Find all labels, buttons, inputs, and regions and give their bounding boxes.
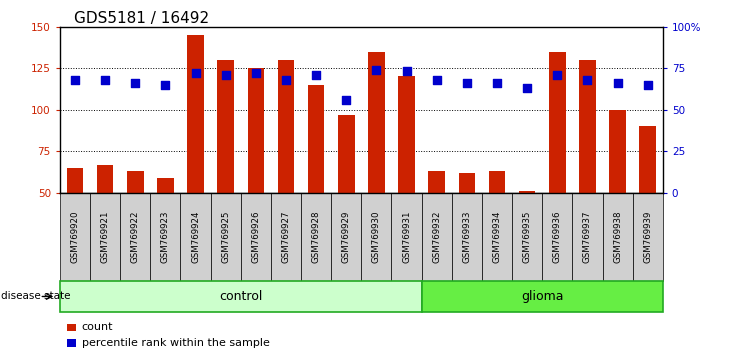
Text: GSM769935: GSM769935 xyxy=(523,211,531,263)
Bar xyxy=(549,51,566,193)
Point xyxy=(521,85,533,91)
Bar xyxy=(308,85,324,193)
Text: GSM769922: GSM769922 xyxy=(131,211,139,263)
Point xyxy=(461,80,473,86)
Text: GSM769932: GSM769932 xyxy=(432,211,441,263)
Bar xyxy=(66,168,83,193)
Point xyxy=(551,72,563,78)
Point xyxy=(401,69,412,74)
Point xyxy=(69,77,81,82)
Text: GSM769936: GSM769936 xyxy=(553,211,562,263)
Point xyxy=(310,72,322,78)
Text: GSM769924: GSM769924 xyxy=(191,211,200,263)
Point xyxy=(129,80,141,86)
Point xyxy=(280,77,292,82)
Text: GSM769925: GSM769925 xyxy=(221,211,230,263)
Bar xyxy=(519,191,536,193)
Point xyxy=(250,70,261,76)
Bar xyxy=(187,35,204,193)
Text: disease state: disease state xyxy=(1,291,70,302)
Bar xyxy=(488,171,505,193)
Text: GSM769923: GSM769923 xyxy=(161,211,170,263)
Point xyxy=(371,67,383,73)
Text: GDS5181 / 16492: GDS5181 / 16492 xyxy=(74,11,210,25)
Bar xyxy=(157,178,174,193)
Text: GSM769921: GSM769921 xyxy=(101,211,110,263)
Bar xyxy=(579,60,596,193)
Point xyxy=(431,77,442,82)
Point xyxy=(160,82,172,88)
Text: GSM769930: GSM769930 xyxy=(372,211,381,263)
Point xyxy=(491,80,503,86)
Text: GSM769934: GSM769934 xyxy=(493,211,502,263)
Text: control: control xyxy=(219,290,263,303)
Bar xyxy=(458,173,475,193)
Text: GSM769937: GSM769937 xyxy=(583,211,592,263)
Bar xyxy=(368,51,385,193)
Bar xyxy=(338,115,355,193)
Bar xyxy=(277,60,294,193)
Text: count: count xyxy=(82,322,113,332)
Text: glioma: glioma xyxy=(521,290,564,303)
Bar xyxy=(399,76,415,193)
Point xyxy=(340,97,352,103)
Text: GSM769928: GSM769928 xyxy=(312,211,320,263)
Text: GSM769926: GSM769926 xyxy=(251,211,261,263)
Bar xyxy=(429,171,445,193)
Point xyxy=(612,80,623,86)
Bar xyxy=(218,60,234,193)
Text: GSM769927: GSM769927 xyxy=(282,211,291,263)
Point xyxy=(642,82,653,88)
Point xyxy=(582,77,593,82)
Text: GSM769933: GSM769933 xyxy=(462,211,472,263)
Text: GSM769938: GSM769938 xyxy=(613,211,622,263)
Bar xyxy=(610,110,626,193)
Text: percentile rank within the sample: percentile rank within the sample xyxy=(82,338,269,348)
Bar xyxy=(247,68,264,193)
Text: GSM769929: GSM769929 xyxy=(342,211,351,263)
Point xyxy=(190,70,201,76)
Bar xyxy=(127,171,144,193)
Text: GSM769939: GSM769939 xyxy=(643,211,653,263)
Text: GSM769931: GSM769931 xyxy=(402,211,411,263)
Point xyxy=(220,72,231,78)
Bar xyxy=(97,165,113,193)
Point xyxy=(99,77,111,82)
Text: GSM769920: GSM769920 xyxy=(70,211,80,263)
Bar xyxy=(639,126,656,193)
